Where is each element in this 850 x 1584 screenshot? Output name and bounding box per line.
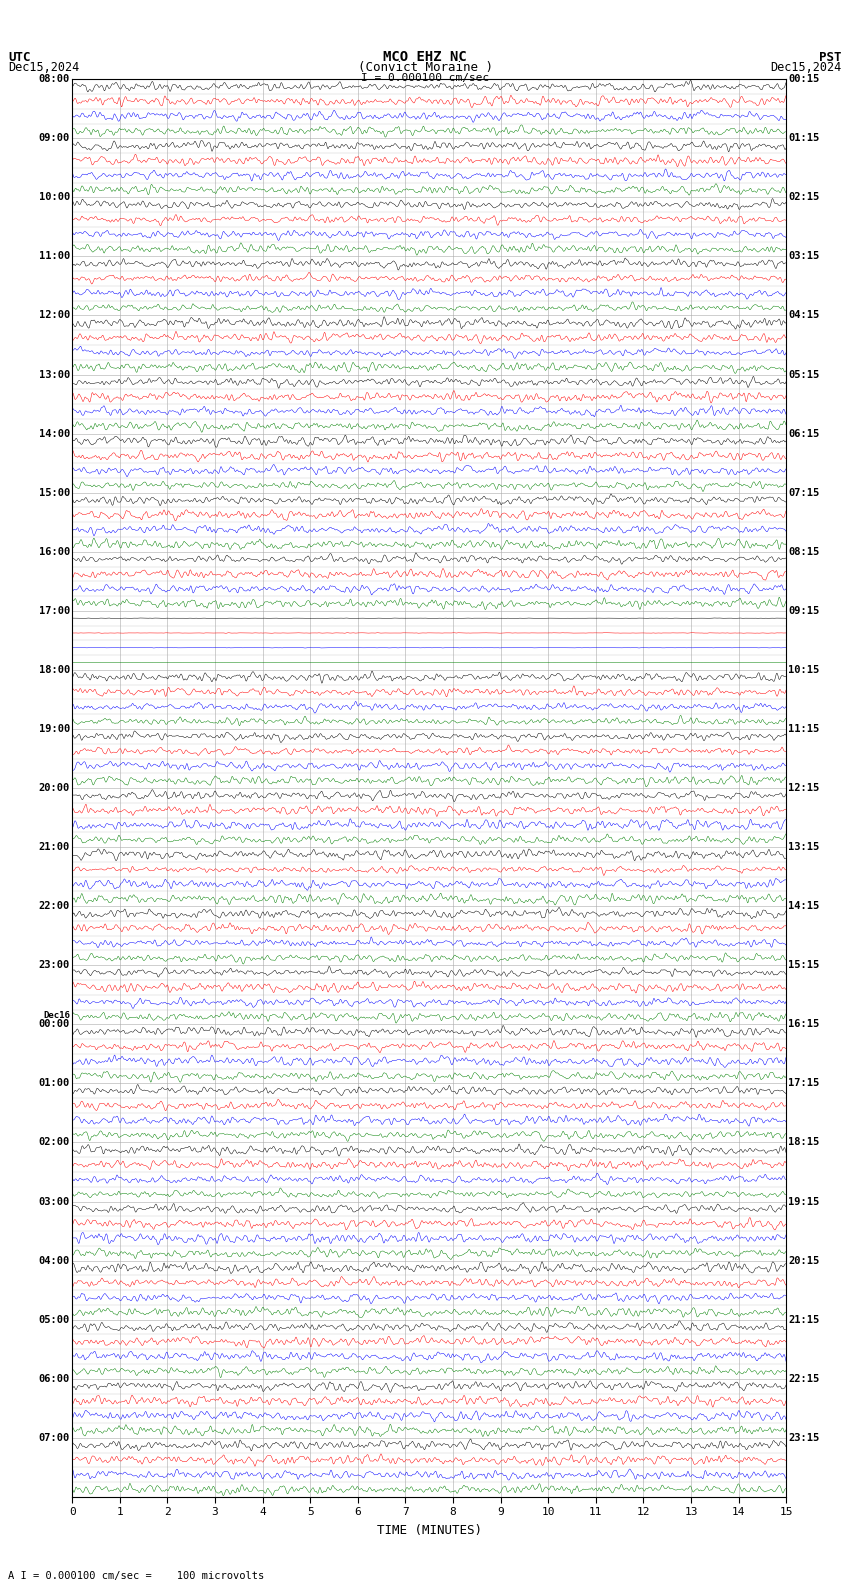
Text: 01:15: 01:15 <box>789 133 819 143</box>
Text: 14:00: 14:00 <box>39 429 70 439</box>
Text: 07:15: 07:15 <box>789 488 819 497</box>
Text: 21:15: 21:15 <box>789 1315 819 1324</box>
Text: 06:15: 06:15 <box>789 429 819 439</box>
X-axis label: TIME (MINUTES): TIME (MINUTES) <box>377 1524 482 1536</box>
Text: 09:00: 09:00 <box>39 133 70 143</box>
Text: Dec16: Dec16 <box>43 1011 70 1020</box>
Text: 22:00: 22:00 <box>39 901 70 911</box>
Text: 21:00: 21:00 <box>39 843 70 852</box>
Text: 22:15: 22:15 <box>789 1373 819 1384</box>
Text: 13:15: 13:15 <box>789 843 819 852</box>
Text: 08:00: 08:00 <box>39 74 70 84</box>
Text: 00:00: 00:00 <box>39 1020 70 1030</box>
Text: UTC: UTC <box>8 51 31 63</box>
Text: 16:15: 16:15 <box>789 1020 819 1030</box>
Text: 03:15: 03:15 <box>789 252 819 261</box>
Text: 05:00: 05:00 <box>39 1315 70 1324</box>
Text: 09:15: 09:15 <box>789 605 819 616</box>
Text: A I = 0.000100 cm/sec =    100 microvolts: A I = 0.000100 cm/sec = 100 microvolts <box>8 1571 264 1581</box>
Text: 17:15: 17:15 <box>789 1079 819 1088</box>
Text: 07:00: 07:00 <box>39 1434 70 1443</box>
Text: 18:00: 18:00 <box>39 665 70 675</box>
Text: 14:15: 14:15 <box>789 901 819 911</box>
Text: 10:15: 10:15 <box>789 665 819 675</box>
Text: 17:00: 17:00 <box>39 605 70 616</box>
Text: 02:15: 02:15 <box>789 192 819 203</box>
Text: 23:15: 23:15 <box>789 1434 819 1443</box>
Text: 08:15: 08:15 <box>789 546 819 556</box>
Text: 04:15: 04:15 <box>789 310 819 320</box>
Text: 10:00: 10:00 <box>39 192 70 203</box>
Text: 19:15: 19:15 <box>789 1196 819 1207</box>
Text: I = 0.000100 cm/sec: I = 0.000100 cm/sec <box>361 73 489 82</box>
Text: 15:15: 15:15 <box>789 960 819 971</box>
Text: 03:00: 03:00 <box>39 1196 70 1207</box>
Text: 23:00: 23:00 <box>39 960 70 971</box>
Text: 00:15: 00:15 <box>789 74 819 84</box>
Text: PST: PST <box>819 51 842 63</box>
Text: 12:15: 12:15 <box>789 782 819 794</box>
Text: 11:15: 11:15 <box>789 724 819 733</box>
Text: (Convict Moraine ): (Convict Moraine ) <box>358 60 492 73</box>
Text: 18:15: 18:15 <box>789 1137 819 1147</box>
Text: 05:15: 05:15 <box>789 369 819 380</box>
Text: 06:00: 06:00 <box>39 1373 70 1384</box>
Text: MCO EHZ NC: MCO EHZ NC <box>383 51 467 63</box>
Text: 19:00: 19:00 <box>39 724 70 733</box>
Text: 16:00: 16:00 <box>39 546 70 556</box>
Text: 15:00: 15:00 <box>39 488 70 497</box>
Text: 02:00: 02:00 <box>39 1137 70 1147</box>
Text: 20:15: 20:15 <box>789 1256 819 1266</box>
Text: 20:00: 20:00 <box>39 782 70 794</box>
Text: Dec15,2024: Dec15,2024 <box>770 60 842 73</box>
Text: 01:00: 01:00 <box>39 1079 70 1088</box>
Text: 12:00: 12:00 <box>39 310 70 320</box>
Text: 04:00: 04:00 <box>39 1256 70 1266</box>
Text: Dec15,2024: Dec15,2024 <box>8 60 80 73</box>
Text: 13:00: 13:00 <box>39 369 70 380</box>
Text: 11:00: 11:00 <box>39 252 70 261</box>
